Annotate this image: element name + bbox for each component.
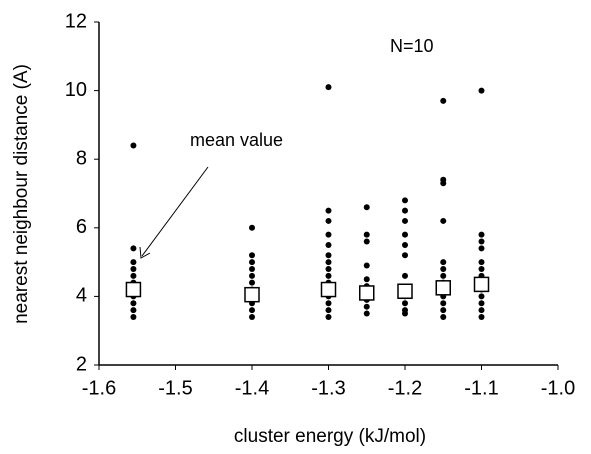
point [402,272,408,279]
point [249,224,255,231]
point [440,97,447,104]
point [325,300,332,307]
point [249,252,255,259]
point [325,241,332,248]
x-tick-label: -1.2 [388,377,422,399]
point [402,241,408,248]
point [440,300,447,307]
x-tick-label: -1.4 [235,377,269,399]
point [363,204,370,211]
point [363,276,370,283]
point [130,307,137,314]
point [478,238,485,245]
point [363,262,370,269]
point [130,142,137,149]
point [130,259,137,266]
point [402,310,408,317]
point [402,252,408,259]
point [402,231,408,238]
point [249,272,255,279]
point [249,313,255,320]
x-tick-label: -1.0 [541,377,575,399]
point [325,272,332,279]
point [478,259,485,266]
point [440,265,447,272]
x-tick-label: -1.3 [311,377,345,399]
point [478,313,485,320]
y-tick-label: 8 [76,147,87,169]
x-tick-label: -1.1 [464,377,498,399]
point [325,307,332,314]
y-tick-label: 6 [76,216,87,238]
point [325,313,332,320]
point [440,313,447,320]
point [249,259,255,266]
arrow-head [139,246,151,259]
y-tick-label: 10 [65,79,87,101]
point [130,245,137,252]
point [249,265,255,272]
mean-marker [473,276,490,293]
point [478,307,485,314]
mean-marker [435,280,451,296]
point [440,259,447,266]
x-axis-title: cluster energy (kJ/mol) [234,426,426,447]
point [249,279,255,286]
point [130,272,137,279]
mean-marker [244,286,260,303]
point [325,265,332,272]
point [325,84,332,91]
point [440,272,447,279]
point [440,217,447,224]
annotation-arrow [141,166,209,257]
point [363,303,370,310]
y-axis-title: nearest neighbour distance (A) [11,64,32,324]
point [402,217,408,224]
point [478,87,485,94]
mean-marker [359,285,375,301]
point [402,197,408,204]
y-tick-label: 2 [76,353,87,375]
point [363,238,370,245]
point [325,207,332,214]
point [440,180,447,187]
point [130,265,137,272]
point [402,300,408,307]
x-tick-label: -1.6 [82,377,116,399]
mean-marker [397,283,413,300]
annotation: mean value [190,130,283,150]
x-tick-label: -1.5 [158,377,192,399]
mean-marker [125,281,142,298]
annotation: N=10 [390,36,434,56]
point [325,217,332,224]
point [130,300,137,307]
mean-marker [320,281,337,298]
point [363,310,370,317]
y-tick-label: 4 [76,285,87,307]
point [478,231,485,238]
point [478,245,485,252]
point [363,231,370,238]
point [130,313,137,320]
point [325,259,332,266]
point [478,293,485,300]
y-tick-label: 12 [65,10,87,32]
point [325,252,332,259]
point [249,307,255,314]
point [478,265,485,272]
point [402,207,408,214]
point [440,307,447,314]
point [325,231,332,238]
point [478,300,485,307]
